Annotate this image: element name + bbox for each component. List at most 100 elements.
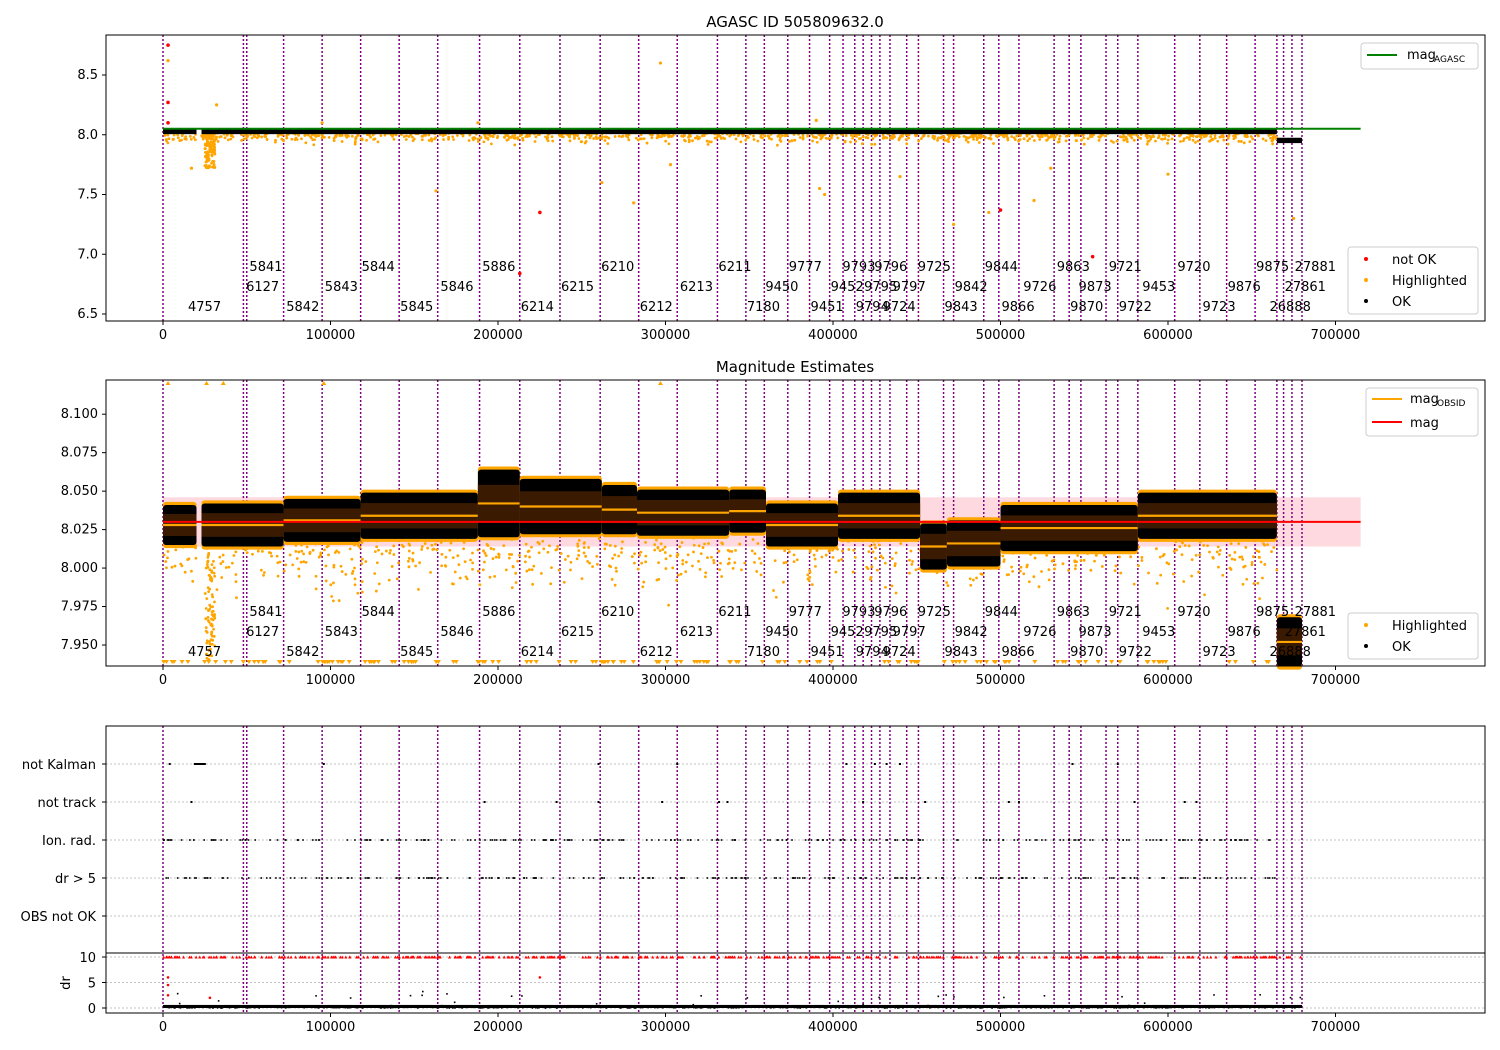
highlighted-clip-marker	[433, 660, 439, 664]
highlighted-clip-marker	[1006, 660, 1012, 664]
dr-point	[409, 994, 412, 997]
dr-capped-point	[651, 955, 655, 959]
dr-gt-5-point	[683, 877, 686, 879]
dr-capped-point	[1075, 955, 1079, 959]
highlighted-point	[312, 143, 316, 147]
dr-point	[937, 995, 940, 998]
highlighted-point	[332, 581, 335, 585]
highlighted-point	[226, 138, 230, 142]
highlighted-point	[702, 134, 706, 138]
highlighted-point	[1086, 137, 1090, 141]
ion-rad-point	[982, 839, 985, 841]
highlighted-point	[1161, 133, 1165, 137]
highlighted-point	[166, 133, 170, 137]
highlighted-clip-marker	[329, 660, 335, 664]
highlighted-point	[1119, 571, 1123, 575]
highlighted-clip-marker	[533, 660, 539, 664]
highlighted-point	[442, 138, 445, 141]
highlighted-clip-marker	[1117, 660, 1123, 664]
highlighted-point	[1255, 549, 1259, 553]
dr-gt-5-point	[669, 877, 672, 879]
dr-point	[1003, 996, 1005, 999]
ion-rad-point	[1101, 839, 1104, 841]
highlighted-point	[866, 567, 870, 571]
dr-capped-point	[1149, 955, 1153, 959]
highlighted-point	[311, 548, 315, 552]
obsid-label: 27861	[1285, 280, 1326, 295]
highlighted-point	[588, 561, 592, 565]
highlighted-point	[569, 568, 572, 572]
highlighted-point	[1125, 137, 1129, 141]
highlighted-point	[670, 134, 673, 138]
ion-rad-point	[550, 839, 553, 841]
highlighted-point	[767, 136, 771, 140]
highlighted-point	[881, 136, 885, 140]
ion-rad-point	[203, 839, 206, 841]
highlighted-clip-marker	[941, 660, 947, 664]
highlighted-point	[610, 577, 614, 581]
highlighted-point	[1157, 134, 1161, 138]
highlighted-point	[1204, 134, 1208, 138]
highlighted-point	[812, 553, 816, 557]
highlighted-point	[530, 545, 533, 549]
highlighted-point	[1146, 140, 1150, 143]
highlighted-point	[203, 151, 207, 154]
dr-capped-point	[238, 955, 242, 959]
ion-rad-point	[608, 839, 610, 841]
highlighted-point	[849, 140, 852, 144]
highlighted-point	[613, 544, 617, 548]
highlighted-point	[738, 542, 742, 546]
ion-rad-point	[569, 839, 571, 841]
highlighted-point	[1018, 569, 1022, 573]
highlighted-point	[476, 548, 480, 552]
dr-point	[1043, 994, 1046, 997]
highlighted-point	[327, 553, 330, 557]
highlighted-clip-marker	[1075, 660, 1081, 664]
highlighted-point	[550, 135, 554, 139]
highlighted-point	[759, 561, 763, 565]
dr-capped-point	[1261, 955, 1265, 959]
highlighted-point	[166, 59, 170, 63]
highlighted-point	[208, 603, 212, 607]
dr-gt-5-point	[330, 877, 333, 879]
dr-capped-point	[516, 955, 520, 959]
dr-gt-5-point	[734, 877, 737, 879]
dr-gt-5-point	[828, 877, 831, 879]
highlighted-point	[881, 133, 885, 137]
ion-rad-point	[427, 839, 430, 841]
dr-capped-point	[787, 955, 791, 959]
ion-rad-point	[386, 839, 389, 841]
obsid-label: 9844	[985, 260, 1018, 275]
obsid-label: 9863	[1057, 260, 1090, 275]
highlighted-point	[353, 566, 356, 570]
not-kalman-point	[1116, 763, 1119, 765]
ion-rad-point	[744, 839, 746, 841]
highlighted-point	[1148, 134, 1152, 138]
obsid-label: 9794	[856, 300, 889, 315]
not-track-point	[718, 801, 721, 803]
highlighted-point	[943, 138, 947, 142]
highlighted-point	[577, 549, 581, 553]
highlighted-point	[1074, 133, 1078, 137]
ion-rad-point	[241, 839, 244, 841]
dr-capped-point	[1085, 955, 1089, 959]
dr-gt-5-point	[1078, 877, 1080, 879]
dr-gt-5-point	[572, 877, 575, 879]
x-tick-label: 200000	[473, 673, 523, 688]
highlighted-point	[405, 134, 408, 138]
highlighted-point	[1244, 546, 1248, 549]
ion-rad-point	[1034, 839, 1037, 841]
dr-capped-point	[1231, 955, 1235, 959]
highlighted-point	[205, 563, 209, 567]
dr-gt-5-point	[1033, 877, 1035, 879]
highlighted-point	[353, 142, 357, 146]
dr-capped-point	[1186, 955, 1190, 959]
x-tick-label: 600000	[1143, 673, 1193, 688]
dr-point	[878, 996, 880, 999]
highlighted-point	[873, 142, 877, 146]
highlighted-point	[456, 134, 459, 137]
dr-gt-5-point	[513, 877, 516, 879]
dr-point	[217, 1000, 220, 1002]
obsid-label: 9797	[893, 280, 926, 295]
highlighted-point	[1188, 138, 1191, 141]
